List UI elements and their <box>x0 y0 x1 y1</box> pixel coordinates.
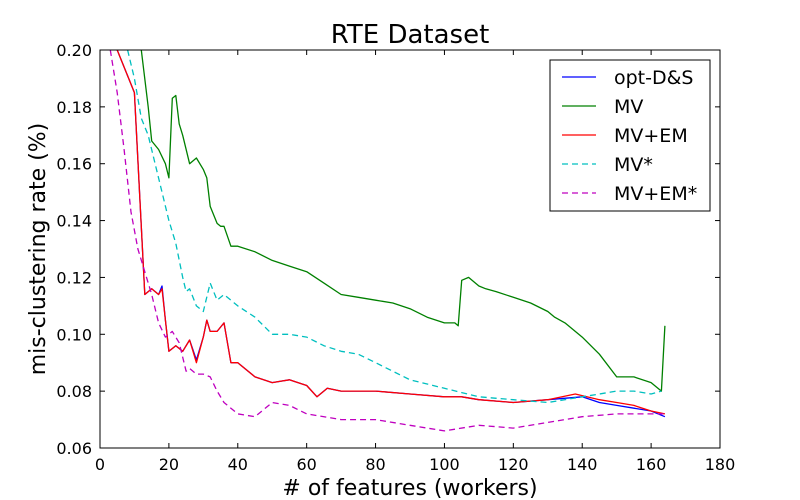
x-tick-label: 0 <box>95 455 105 474</box>
y-tick-label: 0.16 <box>56 155 92 174</box>
legend: opt-D&S MV MV+EM MV* MV+EM* <box>549 59 711 212</box>
x-tick-label: 100 <box>429 455 460 474</box>
x-axis-label: # of features (workers) <box>282 476 537 500</box>
series-layer <box>109 50 666 432</box>
x-tick-label: 180 <box>705 455 736 474</box>
x-tick-label: 40 <box>228 455 248 474</box>
legend-label: opt-D&S <box>614 67 694 89</box>
x-tick-label: 60 <box>296 455 316 474</box>
series-line-mv-em <box>109 50 665 432</box>
y-tick-label: 0.10 <box>56 325 92 344</box>
series-line-mv-em <box>116 50 666 415</box>
x-tick-label: 140 <box>567 455 598 474</box>
legend-label: MV+EM* <box>614 183 697 205</box>
chart-title: RTE Dataset <box>331 20 490 50</box>
legend-label: MV <box>614 96 643 118</box>
plot-frame <box>99 49 721 449</box>
series-line-mv <box>140 50 666 392</box>
y-axis-label: mis-clustering rate (%) <box>26 123 51 376</box>
y-tick-label: 0.18 <box>56 98 92 117</box>
x-tick-label: 160 <box>636 455 667 474</box>
legend-label: MV+EM <box>614 125 688 147</box>
y-tick-label: 0.08 <box>56 382 92 401</box>
x-tick-label: 20 <box>159 455 179 474</box>
legend-label: MV* <box>614 154 653 176</box>
x-tick-label: 120 <box>498 455 529 474</box>
y-tick-label: 0.06 <box>56 439 92 458</box>
y-tick-label: 0.14 <box>56 212 92 231</box>
ticks-layer: 0 20 40 60 80 100 120 140 160 180 0.06 0.08 0.10 0.12… <box>56 41 735 474</box>
y-tick-label: 0.20 <box>56 41 92 60</box>
y-tick-label: 0.12 <box>56 268 92 287</box>
series-line-mv <box>126 50 662 404</box>
x-tick-label: 80 <box>365 455 385 474</box>
